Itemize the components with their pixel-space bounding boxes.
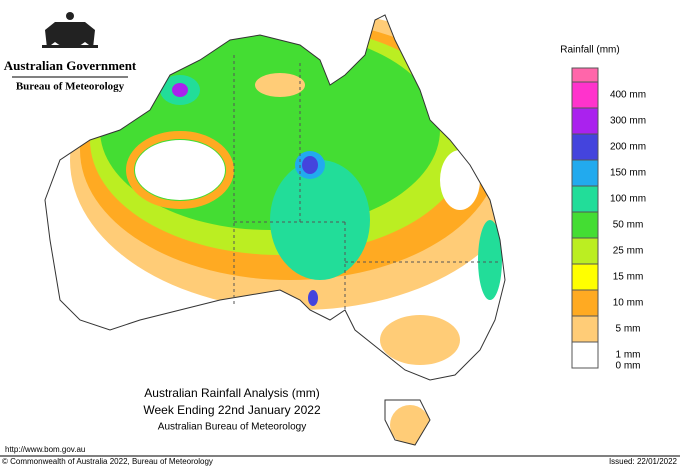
legend-label: 150 mm: [610, 168, 646, 179]
legend-label: 100 mm: [610, 194, 646, 205]
legend-label: 400 mm: [610, 90, 646, 101]
legend-label: 15 mm: [613, 272, 644, 283]
legend-label: 300 mm: [610, 116, 646, 127]
legend-swatch: [571, 67, 599, 83]
copyright: © Commonwealth of Australia 2022, Bureau…: [2, 457, 213, 466]
map-source: Australian Bureau of Meteorology: [158, 422, 306, 433]
legend-swatch: [571, 159, 599, 187]
legend-label: 50 mm: [613, 220, 644, 231]
legend-label: 0 mm: [616, 361, 641, 372]
legend-label: 10 mm: [613, 298, 644, 309]
legend-label: 5 mm: [616, 324, 641, 335]
legend-swatch: [571, 81, 599, 109]
legend-swatch: [571, 263, 599, 291]
map-subtitle: Week Ending 22nd January 2022: [143, 403, 321, 417]
legend-swatch: [571, 211, 599, 239]
issued-date: Issued: 22/01/2022: [609, 457, 678, 466]
coat-of-arms: [42, 12, 98, 48]
rainfall-map: [45, 15, 505, 445]
agency-name: Australian Government: [4, 58, 137, 73]
legend-label: 1 mm: [616, 350, 641, 361]
legend-label: 25 mm: [613, 246, 644, 257]
url: http://www.bom.gov.au: [5, 445, 85, 454]
legend: 400 mm 300 mm 200 mm 150 mm 100 mm 50 mm 25 mm…: [571, 67, 646, 372]
map-title: Australian Rainfall Analysis (mm): [144, 386, 319, 400]
legend-swatch: [571, 133, 599, 161]
legend-swatch: [571, 341, 599, 369]
legend-label: 200 mm: [610, 142, 646, 153]
legend-swatch: [571, 289, 599, 317]
state-borders: [233, 55, 500, 312]
legend-swatch: [571, 185, 599, 213]
legend-title: Rainfall (mm): [560, 45, 619, 56]
legend-swatch: [571, 315, 599, 343]
legend-swatch: [571, 107, 599, 135]
coastline: [44, 14, 506, 446]
legend-swatch: [571, 237, 599, 265]
bureau-name: Bureau of Meteorology: [16, 81, 125, 93]
